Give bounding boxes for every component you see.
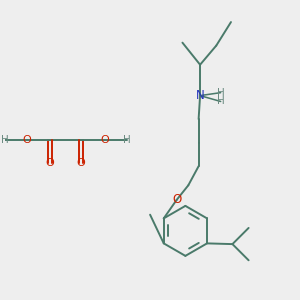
Text: H: H xyxy=(217,88,225,98)
Text: H: H xyxy=(217,97,225,106)
Text: H: H xyxy=(1,135,8,145)
Text: O: O xyxy=(76,158,85,168)
Text: O: O xyxy=(46,158,55,168)
Text: H: H xyxy=(123,135,130,145)
Text: N: N xyxy=(196,89,205,102)
Text: O: O xyxy=(100,135,109,145)
Text: O: O xyxy=(172,194,181,206)
Text: O: O xyxy=(22,135,31,145)
